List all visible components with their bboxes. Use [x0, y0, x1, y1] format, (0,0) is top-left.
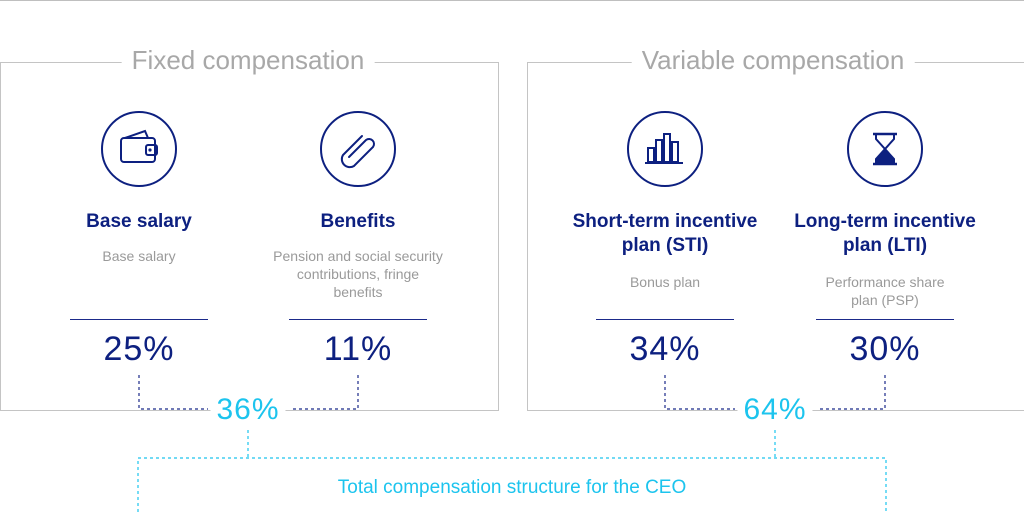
benefits-divider — [289, 319, 427, 320]
variable-total-percentage: 64% — [737, 393, 813, 427]
sti-description: Bonus plan — [629, 274, 701, 290]
lti-percentage: 30% — [849, 330, 921, 368]
fixed-total-percentage: 36% — [210, 393, 286, 427]
lti-title: Long-term incentive plan (LTI) — [794, 211, 976, 256]
base-salary-title: Base salary — [86, 211, 192, 232]
sti-percentage: 34% — [629, 330, 701, 368]
benefits-description: Pension and social security contribution… — [273, 248, 443, 300]
top-divider — [0, 0, 1024, 1]
lti-divider — [816, 319, 954, 320]
hourglass-icon — [846, 110, 924, 188]
base-salary-percentage: 25% — [103, 330, 175, 368]
benefits-title: Benefits — [320, 211, 396, 232]
total-bracket — [137, 457, 887, 512]
lti-connector — [818, 375, 886, 410]
fixed-compensation-title: Fixed compensation — [121, 45, 375, 76]
base-salary-description: Base salary — [102, 248, 176, 264]
lti-description: Performance share plan (PSP) — [825, 274, 945, 308]
paperclip-icon — [319, 110, 397, 188]
base-salary-divider — [70, 319, 208, 320]
total-compensation-label: Total compensation structure for the CEO — [337, 477, 687, 498]
benefits-percentage: 11% — [323, 330, 393, 368]
sti-title: Short-term incentive plan (STI) — [572, 211, 758, 256]
bar-chart-icon — [626, 110, 704, 188]
sti-divider — [596, 319, 734, 320]
sti-connector — [664, 375, 735, 410]
wallet-icon — [100, 110, 178, 188]
base-salary-connector — [138, 375, 208, 410]
benefits-connector — [292, 375, 359, 410]
variable-compensation-title: Variable compensation — [631, 45, 915, 76]
